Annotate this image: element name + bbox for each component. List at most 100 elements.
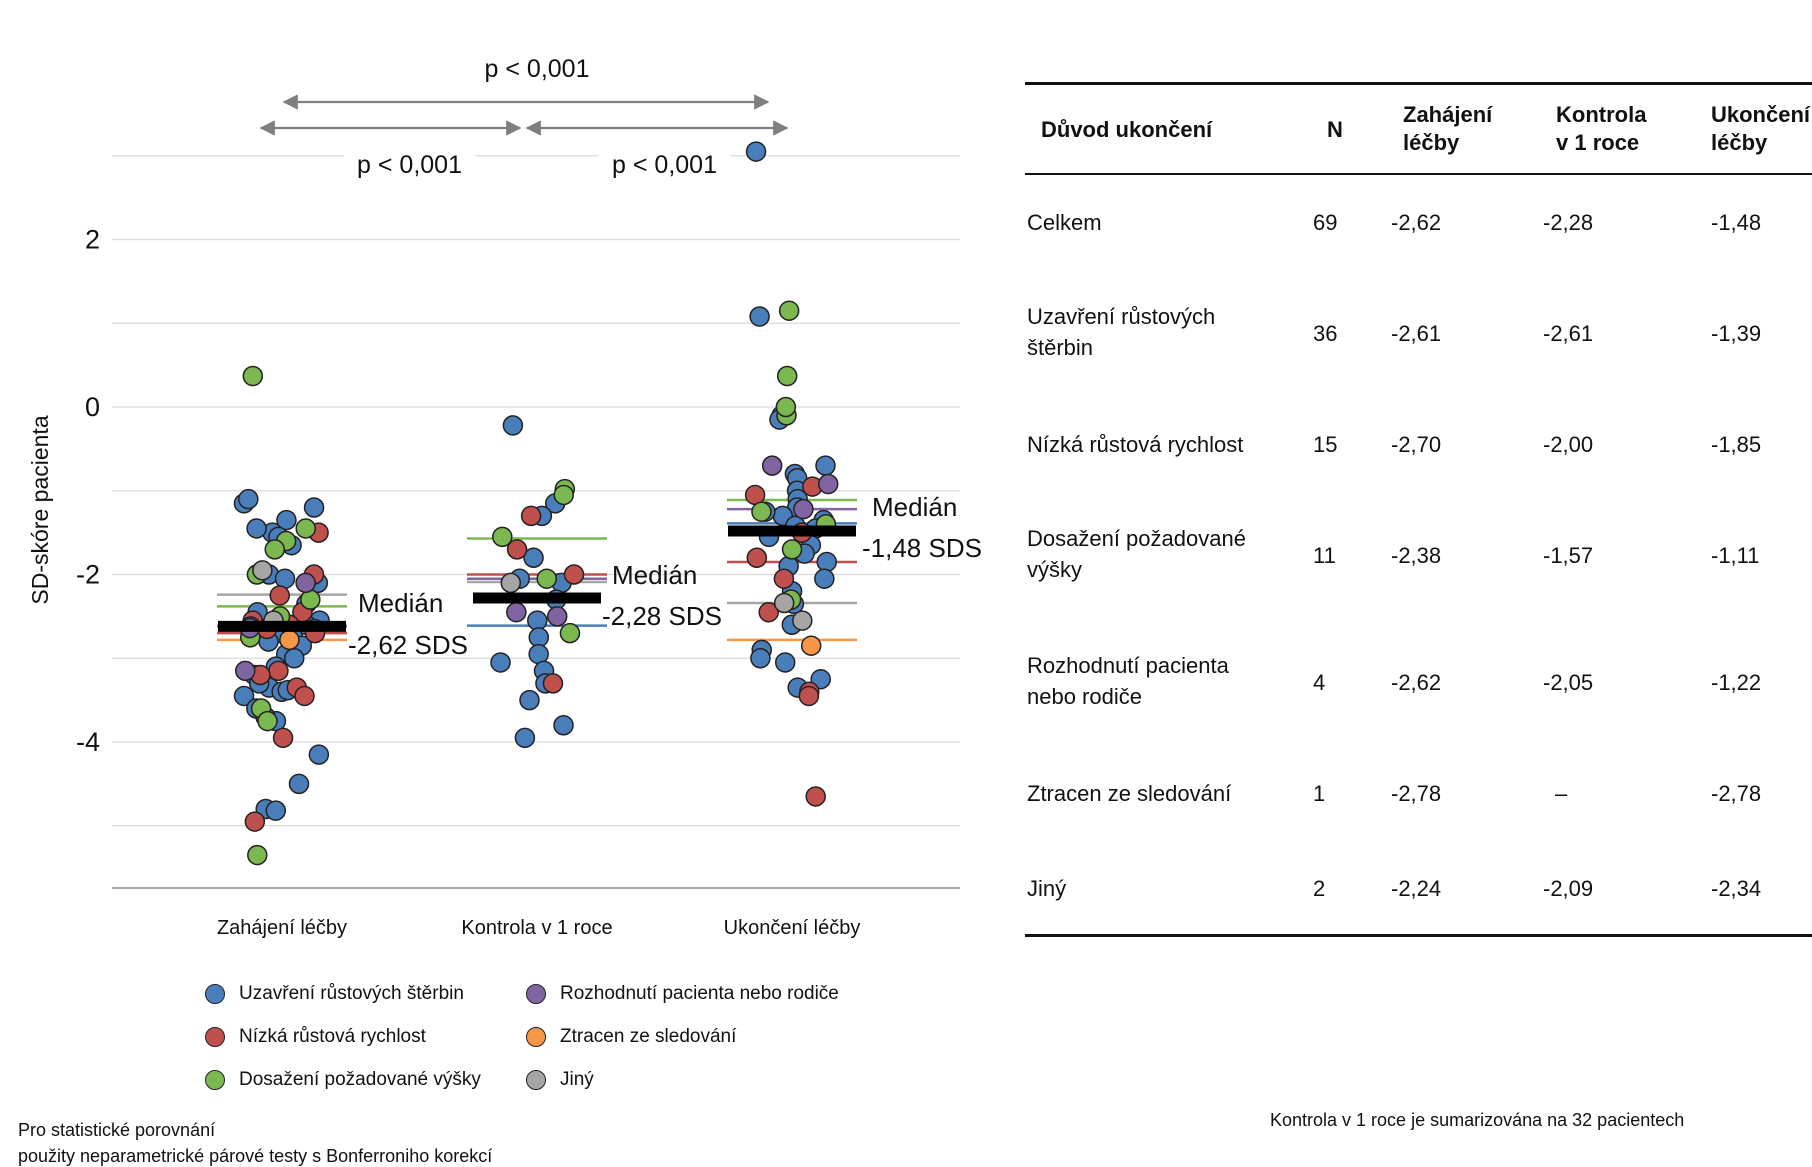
row-reason: Celkem	[1027, 210, 1102, 235]
row-control: -2,61	[1543, 321, 1594, 346]
row-end: -1,48	[1711, 210, 1762, 235]
header-end-l2: léčby	[1711, 130, 1768, 155]
comparison-label-bg	[343, 149, 476, 181]
data-point	[295, 572, 316, 594]
header-start-l2: léčby	[1403, 130, 1460, 155]
data-point	[774, 652, 796, 673]
data-point	[815, 455, 836, 476]
row-start: -2,61	[1391, 321, 1442, 346]
data-point	[268, 660, 289, 682]
median-label-value: -1,48 SDS	[862, 533, 982, 563]
row-n: 11	[1313, 543, 1336, 568]
legend-item-jiny: Jiný	[526, 1069, 594, 1091]
data-point	[751, 501, 772, 522]
y-tick-label: -2	[76, 560, 100, 590]
legend-item-ztracen: Ztracen ze sledování	[526, 1026, 736, 1048]
row-reason-l2: nebo rodiče	[1027, 684, 1142, 709]
data-point	[563, 564, 585, 585]
row-reason-l1: Dosažení požadované	[1027, 526, 1246, 551]
data-point	[246, 518, 267, 539]
legend-item-uzavreni: Uzavření růstových štěrbin	[205, 983, 464, 1005]
row-end: -1,11	[1711, 543, 1760, 568]
x-tick-label: Zahájení léčby	[217, 917, 347, 939]
row-n: 15	[1313, 432, 1338, 457]
data-point	[257, 710, 278, 732]
median-label-title: Medián	[612, 560, 697, 590]
row-end: -2,78	[1711, 781, 1762, 806]
data-point	[536, 568, 557, 589]
footnote-stats-2: použity neparametrické párové testy s Bo…	[18, 1146, 493, 1166]
data-point	[559, 622, 581, 644]
data-point	[264, 539, 286, 560]
row-reason-l1: Uzavření růstových	[1027, 304, 1216, 329]
row-control: -2,05	[1543, 670, 1594, 695]
row-n: 1	[1313, 781, 1326, 806]
data-point	[523, 547, 544, 568]
data-point	[781, 539, 803, 560]
table-rule-mid	[1025, 173, 1812, 175]
data-point	[252, 560, 273, 581]
data-point	[514, 727, 536, 749]
comparison-label: p < 0,001	[612, 151, 717, 179]
row-reason-l1: Rozhodnutí pacienta	[1027, 653, 1229, 678]
row-end: -1,22	[1711, 670, 1762, 695]
data-point	[506, 601, 527, 623]
data-point	[792, 610, 813, 631]
data-point	[814, 568, 835, 589]
row-n: 2	[1313, 876, 1326, 901]
header-start: Zahájení léčby	[1403, 101, 1492, 157]
footnote-control-note: Kontrola v 1 roce je sumarizována na 32 …	[1270, 1110, 1685, 1130]
row-start: -2,62	[1391, 670, 1442, 695]
data-point	[303, 497, 325, 518]
data-point	[492, 526, 513, 548]
legend-marker	[526, 1070, 546, 1090]
median-label-value: -2,28 SDS	[602, 601, 722, 631]
row-start: -2,24	[1391, 876, 1442, 901]
row-control: –	[1555, 781, 1568, 806]
data-point	[288, 773, 310, 795]
y-tick-label: 0	[85, 392, 100, 422]
data-point	[800, 635, 822, 656]
legend-label: Dosažení požadované výšky	[239, 1069, 481, 1090]
data-point	[269, 585, 290, 606]
legend-label: Nízká růstová rychlost	[239, 1026, 426, 1047]
legend-item-nizka: Nízká růstová rychlost	[205, 1026, 426, 1048]
header-n: N	[1327, 117, 1343, 142]
data-point	[776, 365, 798, 387]
row-end: -1,85	[1711, 432, 1762, 457]
y-tick-label: 2	[85, 225, 100, 255]
row-reason: Jiný	[1027, 876, 1067, 901]
legend-label: Uzavření růstových štěrbin	[239, 983, 464, 1004]
data-point	[244, 811, 266, 832]
data-point	[235, 660, 256, 682]
legend-marker	[205, 1070, 225, 1090]
x-tick-label: Ukončení léčby	[724, 917, 861, 939]
data-point	[247, 844, 268, 866]
data-point	[778, 300, 800, 321]
row-reason-l2: štěrbin	[1027, 335, 1094, 360]
legend-marker	[526, 984, 546, 1004]
row-start: -2,38	[1391, 543, 1442, 568]
data-point	[553, 484, 574, 506]
row-control: -2,00	[1543, 432, 1594, 457]
data-point	[238, 488, 259, 510]
median-label-value: -2,62 SDS	[348, 630, 468, 660]
data-point	[500, 572, 522, 594]
y-tick-label: -4	[76, 727, 100, 757]
table-rule-bottom	[1025, 934, 1812, 937]
header-control-l1: Kontrola	[1556, 102, 1647, 127]
footnote-stats-1: Pro statistické porovnání	[18, 1120, 216, 1140]
data-point	[502, 415, 524, 436]
legend-marker	[526, 1027, 546, 1047]
data-point	[490, 652, 511, 673]
row-control: -1,57	[1543, 543, 1594, 568]
comparison-label: p < 0,001	[357, 151, 462, 179]
data-point	[294, 685, 315, 707]
data-point	[242, 365, 264, 387]
legend-label: Jiný	[560, 1069, 594, 1090]
data-point	[272, 727, 294, 749]
data-point	[542, 673, 564, 694]
row-reason: Dosažení požadované výšky	[1027, 523, 1246, 585]
data-point	[758, 601, 779, 623]
comparison-label-bg	[598, 149, 731, 181]
